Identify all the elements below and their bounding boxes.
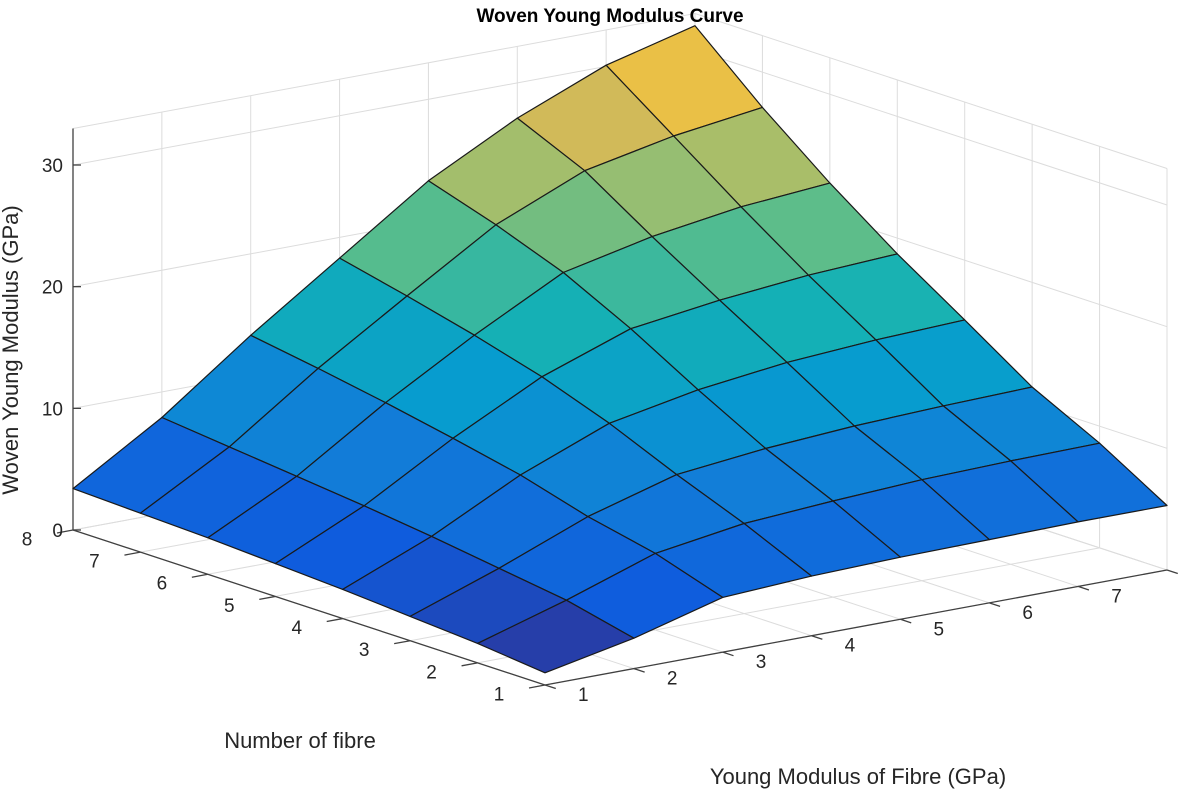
chart-title: Woven Young Modulus Curve <box>476 6 743 27</box>
x-tick-label: 3 <box>756 652 767 673</box>
x-axis-line <box>544 569 1168 686</box>
y-tick-label: 5 <box>224 596 235 617</box>
x-tick-mark <box>544 684 556 690</box>
x-tick-mark <box>900 618 912 624</box>
y-axis-line <box>72 529 546 686</box>
z-tick-label: 30 <box>42 156 63 177</box>
y-tick-label: 2 <box>426 662 437 683</box>
y-tick-label: 6 <box>157 574 168 595</box>
y-tick-mark <box>528 684 546 689</box>
y-tick-label: 8 <box>22 529 33 550</box>
y-tick-label: 7 <box>89 552 100 573</box>
y-tick-label: 4 <box>291 618 302 639</box>
tick-labels: 12345678123456780102030 <box>22 156 1122 706</box>
x-tick-label: 7 <box>1111 586 1122 607</box>
x-tick-mark <box>1077 585 1090 591</box>
surface <box>72 25 1168 674</box>
y-axis-label: Number of fibre <box>224 728 376 753</box>
x-tick-mark <box>722 651 734 657</box>
x-tick-mark <box>1166 569 1178 575</box>
axes <box>56 128 1178 690</box>
y-tick-mark <box>124 551 141 556</box>
z-tick-label: 0 <box>52 521 63 542</box>
y-tick-mark <box>326 617 343 623</box>
x-tick-mark <box>633 667 645 673</box>
y-tick-mark <box>394 640 411 645</box>
y-tick-mark <box>461 662 478 667</box>
x-axis-label: Young Modulus of Fibre (GPa) <box>710 764 1006 789</box>
y-tick-mark <box>259 595 276 601</box>
grid-line <box>72 12 1168 169</box>
x-tick-label: 5 <box>933 619 944 640</box>
y-tick-label: 3 <box>359 640 370 661</box>
x-tick-label: 1 <box>578 685 589 706</box>
z-tick-label: 10 <box>42 399 63 420</box>
surface-patch <box>477 599 635 674</box>
z-axis-label: Woven Young Modulus (GPa) <box>0 205 23 494</box>
x-tick-label: 6 <box>1022 603 1033 624</box>
y-tick-label: 1 <box>494 684 505 705</box>
y-tick-mark <box>191 573 208 578</box>
x-tick-mark <box>811 635 823 640</box>
x-tick-label: 2 <box>667 669 678 690</box>
y-tick-mark <box>56 529 74 534</box>
x-tick-mark <box>989 602 1001 608</box>
z-tick-label: 20 <box>42 278 63 299</box>
x-tick-label: 4 <box>845 636 856 657</box>
